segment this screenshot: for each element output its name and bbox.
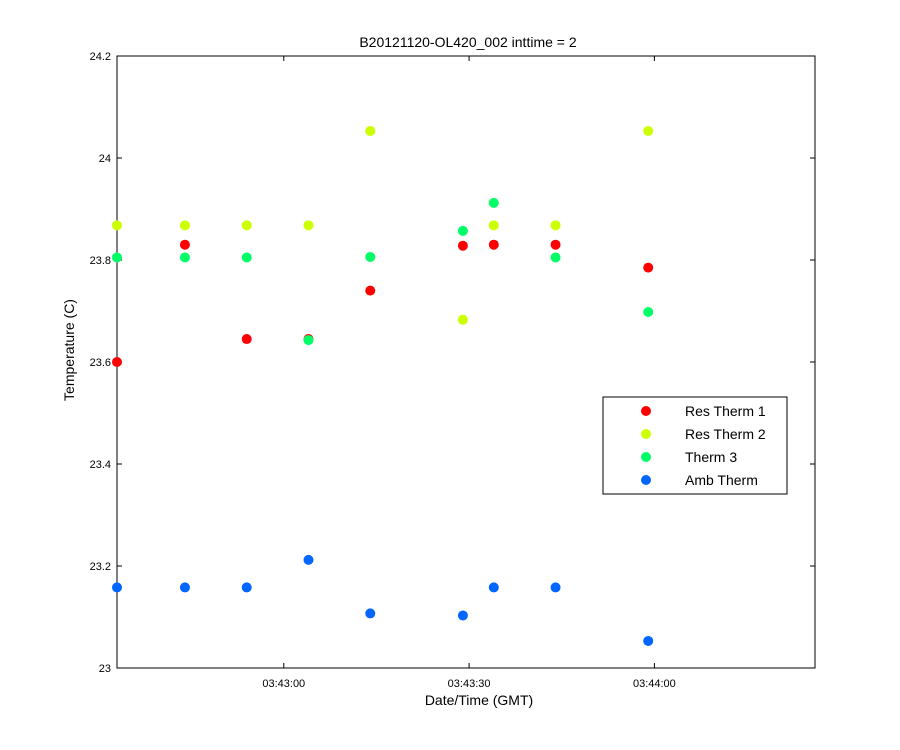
y-tick-label: 24 bbox=[99, 153, 111, 165]
data-point bbox=[179, 220, 190, 231]
data-point bbox=[179, 252, 190, 263]
data-point bbox=[488, 197, 499, 208]
data-point bbox=[643, 262, 654, 273]
legend-label: Res Therm 2 bbox=[685, 426, 766, 442]
data-point bbox=[241, 334, 252, 345]
x-axis: 03:43:00 03:43:30 03:44:00 bbox=[262, 56, 676, 690]
data-point bbox=[179, 582, 190, 593]
data-point bbox=[112, 357, 122, 367]
plot-area bbox=[116, 55, 816, 669]
data-point bbox=[643, 307, 654, 318]
data-point bbox=[112, 252, 122, 263]
data-point bbox=[643, 125, 654, 136]
x-tick-label: 03:44:00 bbox=[633, 678, 676, 690]
data-point bbox=[457, 225, 468, 236]
data-point bbox=[550, 582, 561, 593]
series-3 bbox=[112, 554, 654, 646]
data-point bbox=[365, 285, 376, 296]
data-point bbox=[457, 314, 468, 325]
data-point bbox=[303, 220, 314, 231]
data-point bbox=[241, 252, 252, 263]
legend-marker bbox=[641, 452, 651, 462]
data-point bbox=[365, 251, 376, 262]
x-tick-label: 03:43:30 bbox=[448, 678, 491, 690]
chart-title: B20121120-OL420_002 inttime = 2 bbox=[359, 34, 577, 50]
legend-marker bbox=[641, 475, 651, 485]
y-axis: 23 23.2 23.4 23.6 23.8 24 24.2 bbox=[90, 51, 815, 675]
legend-marker bbox=[641, 429, 651, 439]
data-point bbox=[179, 239, 190, 250]
data-point bbox=[550, 252, 561, 263]
data-point bbox=[303, 335, 314, 346]
data-point bbox=[550, 220, 561, 231]
legend-box bbox=[602, 396, 788, 495]
data-point bbox=[643, 635, 654, 646]
data-point bbox=[457, 240, 468, 251]
data-point bbox=[550, 239, 561, 250]
data-point bbox=[457, 610, 468, 621]
data-point bbox=[488, 220, 499, 231]
x-axis-label: Date/Time (GMT) bbox=[425, 692, 533, 708]
y-tick-label: 23.8 bbox=[90, 255, 111, 267]
series-2 bbox=[112, 197, 654, 346]
data-point bbox=[112, 582, 122, 593]
legend-label: Therm 3 bbox=[685, 449, 737, 465]
data-point bbox=[488, 582, 499, 593]
data-points bbox=[112, 125, 654, 646]
legend-marker bbox=[641, 406, 651, 416]
y-tick-label: 23.4 bbox=[90, 459, 111, 471]
y-tick-label: 23.2 bbox=[90, 561, 111, 573]
y-tick-label: 24.2 bbox=[90, 51, 111, 63]
data-point bbox=[241, 582, 252, 593]
y-tick-label: 23 bbox=[99, 663, 111, 675]
data-point bbox=[488, 239, 499, 250]
y-axis-label: Temperature (C) bbox=[61, 299, 77, 401]
data-point bbox=[241, 220, 252, 231]
legend: Res Therm 1 Res Therm 2 Therm 3 Amb Therm bbox=[602, 396, 788, 495]
legend-label: Res Therm 1 bbox=[685, 403, 766, 419]
data-point bbox=[112, 220, 122, 231]
data-point bbox=[365, 125, 376, 136]
legend-label: Amb Therm bbox=[685, 472, 758, 488]
data-point bbox=[365, 608, 376, 619]
data-point bbox=[303, 554, 314, 565]
x-tick-label: 03:43:00 bbox=[262, 678, 305, 690]
y-tick-label: 23.6 bbox=[90, 357, 111, 369]
series-1 bbox=[112, 125, 654, 325]
